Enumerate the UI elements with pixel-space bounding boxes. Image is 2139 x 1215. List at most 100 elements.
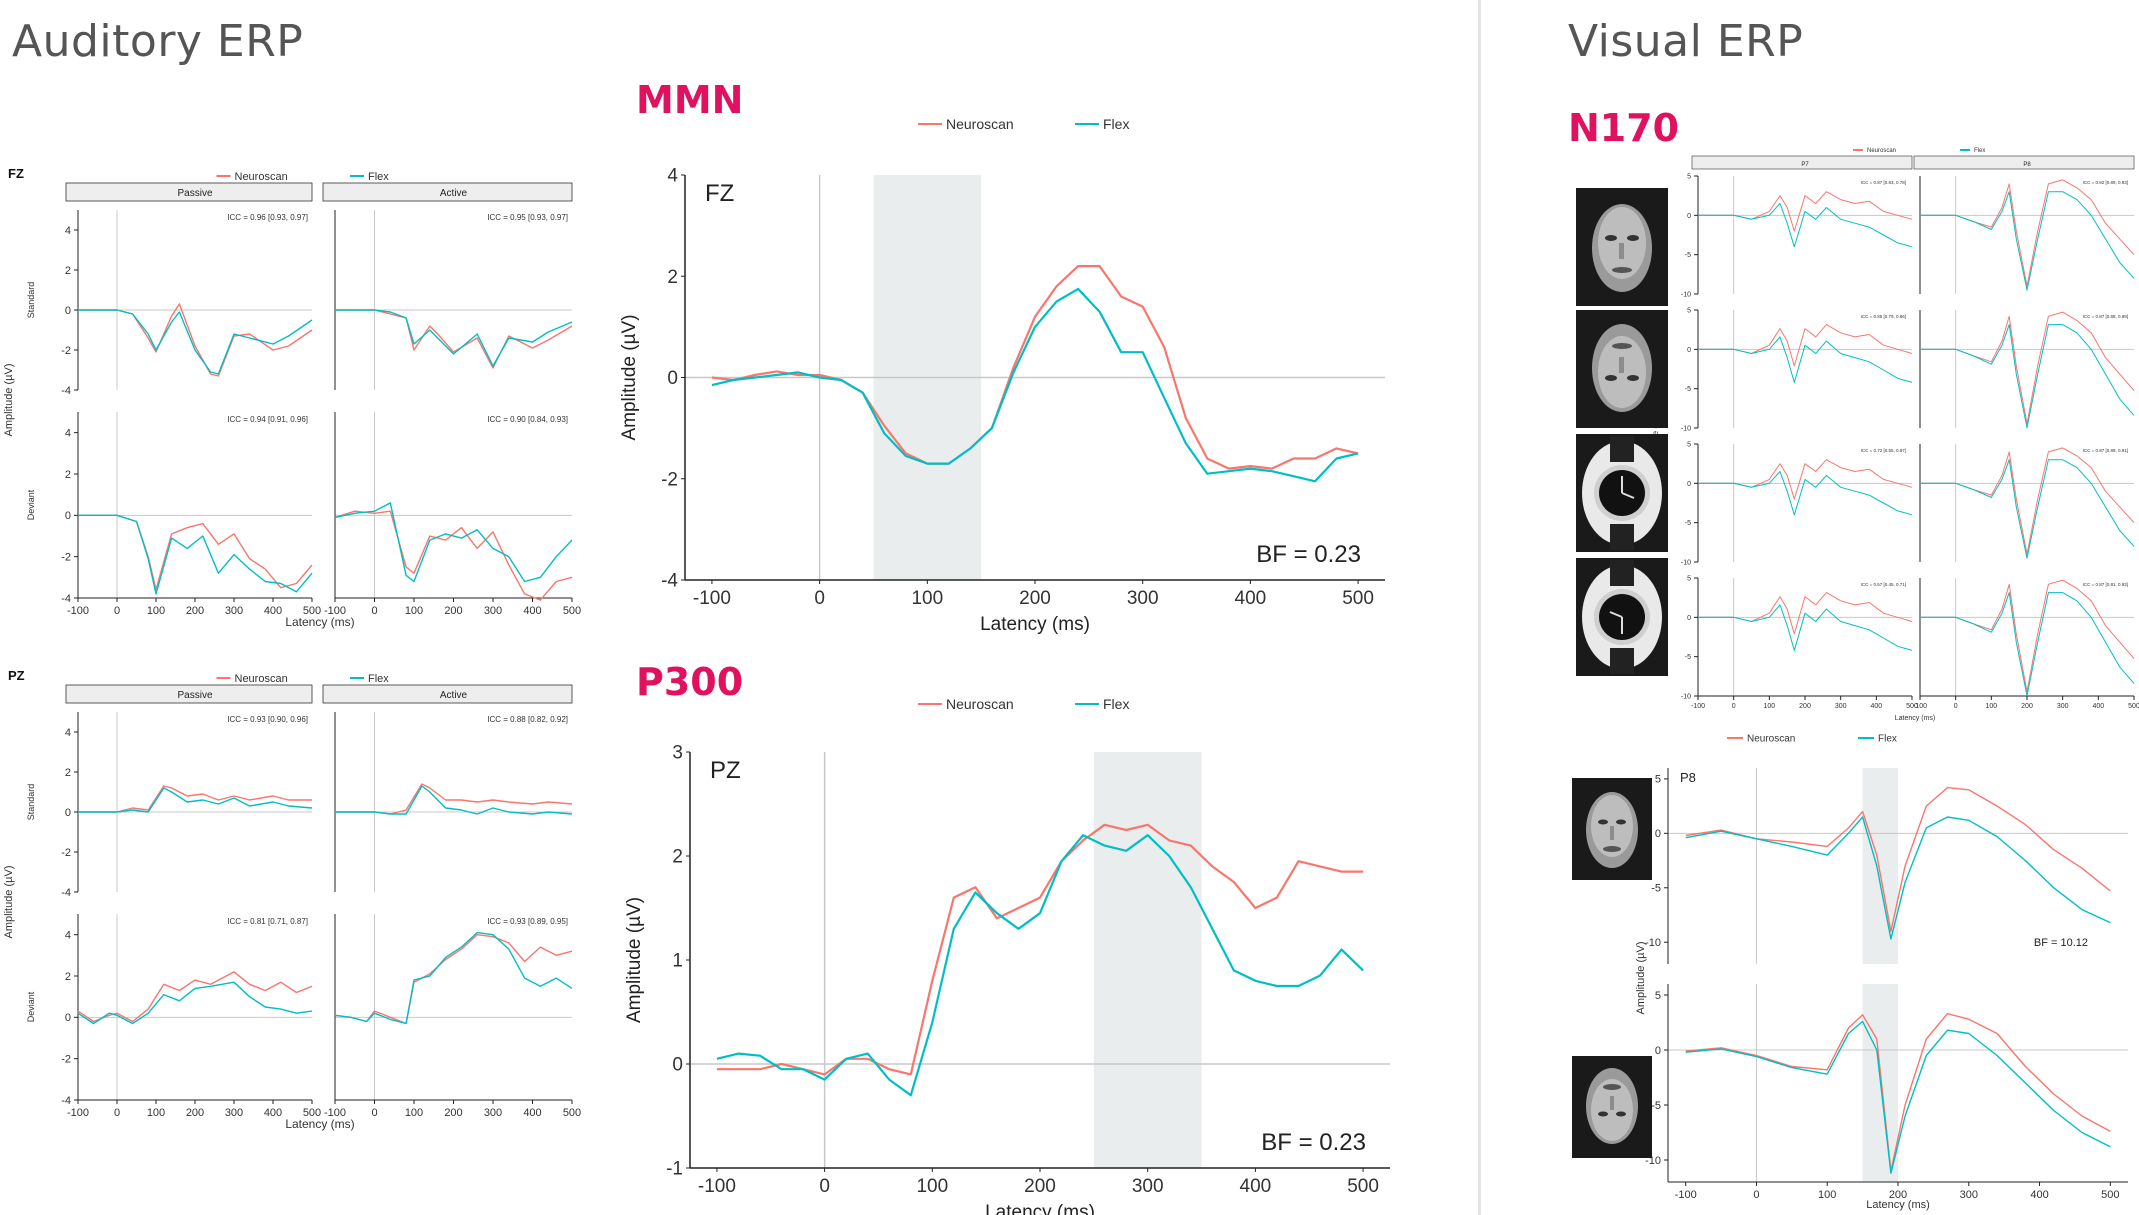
row-label: Deviant [26, 489, 36, 520]
legend-flex-label: Flex [1974, 148, 1985, 154]
legend-neuroscan-label: Neuroscan [235, 673, 288, 685]
panel-label: FZ [705, 180, 734, 207]
y-tick-label: -2 [661, 469, 678, 490]
x-tick-label: 300 [1132, 1176, 1164, 1197]
y-tick-label: 5 [1687, 575, 1691, 582]
y-axis-title: Amplitude (µV) [3, 364, 15, 437]
y-tick-label: 2 [65, 469, 71, 481]
x-tick-label: 0 [1732, 703, 1736, 710]
n170-title: N170 [1568, 106, 1680, 150]
series-line-flex [1685, 816, 2111, 940]
x-tick-label: -100 [1691, 703, 1705, 710]
x-tick-label: 400 [2030, 1189, 2048, 1201]
x-tick-label: 300 [484, 1107, 502, 1119]
y-tick-label: 0 [1655, 1045, 1661, 1057]
x-tick-label: 100 [1985, 703, 1997, 710]
facet-strip [322, 684, 573, 704]
stimulus-upright-watch-icon [1576, 434, 1668, 552]
y-tick-label: -10 [1681, 559, 1691, 566]
bf-label: BF = 10.12 [2034, 937, 2088, 949]
y-tick-label: -5 [1685, 386, 1691, 393]
x-axis-title: Latency (ms) [285, 1117, 354, 1131]
mmn-title: MMN [636, 78, 744, 122]
y-tick-label: -5 [1685, 252, 1691, 259]
x-axis-title: Latency (ms) [1895, 715, 1935, 722]
stimulus-inverted-face-icon [1576, 310, 1668, 428]
y-tick-label: 0 [672, 1055, 683, 1076]
icc-label: ICC = 0.57 [0.45, 0.71] [1861, 582, 1906, 587]
series-line-flex [1920, 459, 2135, 559]
series-line-flex [711, 287, 1359, 483]
y-tick-label: -2 [61, 847, 71, 859]
series-line-neuroscan [78, 785, 312, 813]
y-tick-label: -10 [1681, 425, 1691, 432]
x-tick-label: -100 [1913, 703, 1927, 710]
y-tick-label: 4 [65, 428, 71, 440]
x-axis-title: Latency (ms) [285, 615, 354, 629]
y-tick-label: -5 [1685, 520, 1691, 527]
x-tick-label: 0 [371, 1107, 377, 1119]
section-divider [1478, 0, 1481, 1215]
row-label: Standard [26, 282, 36, 319]
p8-inverted-face-icon [1572, 1056, 1652, 1158]
x-tick-label: 200 [1024, 1176, 1056, 1197]
x-tick-label: 0 [114, 605, 120, 617]
icc-label: ICC = 0.81 [0.71, 0.87] [227, 917, 308, 926]
series-line-flex [77, 981, 313, 1025]
mmn-chart: Neuroscan Flex -4 -2 0 2 4 -100 0 100 200 300 400 500… [619, 116, 1385, 635]
icc-label: ICC = 0.92 [0.89, 0.93] [2083, 180, 2128, 185]
icc-label: ICC = 0.87 [0.81, 0.93] [2083, 582, 2128, 587]
x-tick-label: 500 [1347, 1176, 1379, 1197]
x-tick-label: 100 [1818, 1189, 1836, 1201]
x-tick-label: 200 [186, 605, 204, 617]
y-tick-label: 0 [1687, 615, 1691, 622]
facet-label: Active [440, 690, 468, 701]
y-tick-label: 5 [1687, 173, 1691, 180]
icc-label: ICC = 0.93 [0.89, 0.95] [487, 917, 568, 926]
y-tick-label: 2 [65, 767, 71, 779]
visual-erp-title: Visual ERP [1568, 16, 1804, 67]
icc-label: ICC = 0.94 [0.91, 0.96] [227, 415, 308, 424]
y-tick-label: 1 [672, 951, 683, 972]
x-tick-label: 500 [2128, 703, 2139, 710]
y-tick-label: -2 [61, 552, 71, 564]
y-tick-label: -10 [1681, 693, 1691, 700]
x-tick-label: 500 [1342, 588, 1374, 609]
y-axis-title: Amplitude (µV) [3, 866, 15, 939]
y-tick-label: 0 [1687, 347, 1691, 354]
x-axis-title: Latency (ms) [985, 1202, 1095, 1215]
x-tick-label: 200 [1799, 703, 1811, 710]
series-line-flex [1920, 592, 2135, 697]
x-tick-label: 500 [303, 1107, 321, 1119]
icc-label: ICC = 0.87 [0.88, 0.91] [2083, 448, 2128, 453]
y-tick-label: -4 [61, 385, 71, 397]
facet-label: Active [440, 188, 468, 199]
bf-label: BF = 0.23 [1261, 1129, 1366, 1156]
channel-label: PZ [8, 668, 25, 683]
x-tick-label: 500 [563, 1107, 581, 1119]
y-tick-label: -4 [61, 1095, 71, 1107]
x-axis-title: Latency (ms) [1866, 1199, 1930, 1211]
x-tick-label: 100 [147, 605, 165, 617]
facet-strip [322, 182, 573, 202]
y-tick-label: 3 [672, 743, 683, 764]
panel-label: P8 [1680, 770, 1696, 785]
x-tick-label: 0 [1954, 703, 1958, 710]
fz-grid-chart: FZ Neuroscan Flex Passive Active Standard Devi… [3, 166, 581, 629]
x-tick-label: 100 [916, 1176, 948, 1197]
y-tick-label: -5 [1685, 654, 1691, 661]
facet-strip [1913, 155, 2135, 170]
x-tick-label: 200 [2021, 703, 2033, 710]
y-tick-label: 0 [65, 1012, 71, 1024]
y-tick-label: 2 [667, 267, 678, 288]
x-tick-label: 100 [911, 588, 943, 609]
series-line-neuroscan [716, 823, 1364, 1076]
icc-label: ICC = 0.72 [0.55, 0.87] [1861, 448, 1906, 453]
x-tick-label: 300 [225, 605, 243, 617]
x-tick-label: 200 [444, 1107, 462, 1119]
facet-label: P7 [1801, 162, 1809, 168]
pz-grid-chart: PZ Neuroscan Flex Passive Active Standard Devi… [3, 668, 581, 1131]
y-tick-label: -5 [1651, 1100, 1661, 1112]
series-line-neuroscan [334, 934, 573, 1025]
y-tick-label: 0 [1687, 481, 1691, 488]
